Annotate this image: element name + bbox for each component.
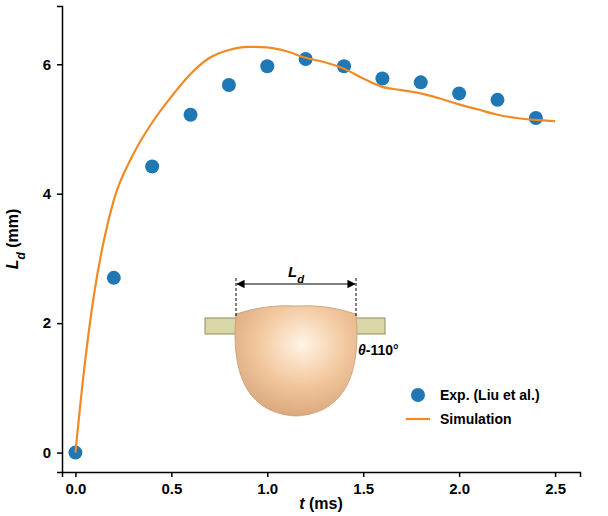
y-tick: 2 <box>43 314 62 331</box>
x-tick-mark <box>75 472 77 477</box>
y-tick-label: 6 <box>43 56 51 73</box>
y-axis-title: Ld (mm) <box>4 209 28 270</box>
legend-swatch <box>406 418 430 420</box>
annotation: θ-110° <box>358 342 399 358</box>
x-tick-label: 0.5 <box>161 480 182 497</box>
x-tick: 1.0 <box>257 472 278 497</box>
x-tick-label: 1.5 <box>353 480 374 497</box>
x-tick-mark <box>171 472 173 477</box>
dim-guide <box>356 278 357 316</box>
droplet <box>235 306 357 416</box>
y-tick: 6 <box>43 56 62 73</box>
y-tick-label: 2 <box>43 314 51 331</box>
x-tick: 0.5 <box>161 472 182 497</box>
simulation-line <box>75 47 555 453</box>
x-tick: 2.5 <box>545 472 566 497</box>
dim-arrow <box>237 283 355 284</box>
x-tick-mark <box>267 472 269 477</box>
exp-point <box>452 86 466 100</box>
dim-guide <box>236 278 237 316</box>
exp-point <box>107 271 121 285</box>
exp-point <box>491 93 505 107</box>
exp-point <box>222 78 236 92</box>
inset: Ld θ-110° <box>205 263 399 416</box>
exp-point <box>529 111 543 125</box>
x-axis-title: t (ms) <box>299 495 343 512</box>
x-axis-line <box>63 473 581 478</box>
chart: 0.0 0.5 1.0 1.5 2.0 2.5 0 2 4 6 t (ms) Ld (mm) Ld θ-1… <box>0 0 608 516</box>
y-tick: 0 <box>43 444 62 461</box>
y-tick-mark <box>57 64 62 66</box>
x-tick-label: 1.0 <box>257 480 278 497</box>
y-tick-mark <box>57 452 62 454</box>
x-tick: 1.5 <box>353 472 374 497</box>
annotation: Ld <box>288 263 305 285</box>
y-tick-label: 0 <box>43 444 51 461</box>
y-tick-mark <box>57 193 62 195</box>
exp-point <box>375 71 389 85</box>
y-axis-line <box>57 7 63 473</box>
x-tick: 0.0 <box>65 472 86 497</box>
x-tick-mark <box>363 472 365 477</box>
x-tick-label: 2.0 <box>449 480 470 497</box>
y-axis: 0 2 4 6 <box>43 7 63 473</box>
x-axis: 0.0 0.5 1.0 1.5 2.0 2.5 <box>63 472 581 497</box>
y-tick-mark <box>57 323 62 325</box>
y-tick-label: 4 <box>43 185 52 202</box>
exp-point <box>145 160 159 174</box>
x-tick-mark <box>459 472 461 477</box>
legend-label: Simulation <box>440 411 512 427</box>
marks <box>68 47 555 460</box>
x-tick-mark <box>555 472 557 477</box>
x-tick: 2.0 <box>449 472 470 497</box>
legend-label: Exp. (Liu et al.) <box>440 387 540 403</box>
legend: Exp. (Liu et al.) Simulation <box>406 387 540 427</box>
x-tick-label: 2.5 <box>545 480 566 497</box>
x-tick-label: 0.0 <box>65 480 86 497</box>
exp-point <box>414 75 428 89</box>
plot: 0.0 0.5 1.0 1.5 2.0 2.5 0 2 4 6 <box>43 7 581 497</box>
legend-swatch <box>411 388 425 402</box>
exp-point <box>260 59 274 73</box>
y-tick: 4 <box>43 185 62 202</box>
exp-point <box>184 108 198 122</box>
